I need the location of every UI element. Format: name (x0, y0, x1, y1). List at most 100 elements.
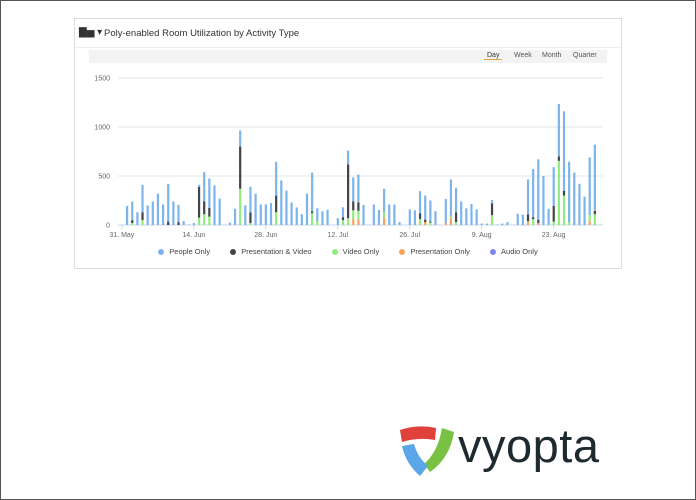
chart-header: ▇▅ ▾ Poly-enabled Room Utilization by Ac… (75, 19, 621, 48)
bar-presentation-only-30-Aug (588, 221, 591, 225)
bar-video-only-16-Jul (357, 210, 360, 220)
bar-presentation-video-9-Jun (167, 221, 170, 225)
bar-people-only-3-Aug (449, 179, 453, 217)
chart-panel: ▇▅ ▾ Poly-enabled Room Utilization by Ac… (74, 18, 622, 269)
bar-presentation-only-15-Jul (352, 219, 355, 225)
bar-people-only-7-Jul (311, 172, 314, 212)
logo-text: vyopta (458, 419, 600, 472)
legend-marker (399, 249, 406, 256)
bar-people-only-19-Aug (532, 169, 535, 218)
bar-people-only-30-Aug (588, 157, 591, 216)
bar-video-only-24-Aug (557, 160, 560, 225)
bar-people-only-8-Jul (316, 208, 319, 222)
range-week-button[interactable]: Week (514, 52, 532, 59)
bar-people-only-30-Jun (275, 161, 278, 196)
bar-people-only-1-Jun (126, 205, 129, 225)
bar-people-only-19-Jun (218, 198, 221, 225)
bar-people-only-10-Jul (326, 209, 329, 225)
bar-people-only-24-Jul (398, 222, 401, 225)
bar-people-only-15-Jul (352, 177, 355, 202)
bar-people-only-9-Jul (321, 211, 324, 225)
bar-people-only-28-Aug (578, 183, 581, 225)
bar-presentation-video-29-Jul (424, 219, 427, 223)
bar-video-only-23-Jun (239, 188, 242, 225)
bar-people-only-20-Jul (377, 209, 381, 225)
bar-people-only-22-Jul (388, 204, 391, 225)
bar-video-only-16-Jun (203, 214, 206, 225)
vyopta-shield-icon (400, 426, 454, 476)
legend-marker (490, 249, 497, 256)
bar-people-only-21-Jul (383, 188, 386, 213)
bar-people-only-9-Jun (167, 183, 170, 222)
bar-video-only-30-Jun (275, 212, 278, 225)
bar-people-only-18-Aug (526, 179, 530, 215)
legend-item-audio-only[interactable]: Audio Only (490, 247, 538, 256)
range-day-button[interactable]: Day (484, 52, 503, 60)
bar-people-only-12-Jul (336, 218, 339, 225)
bar-people-only-17-Jul (362, 204, 365, 225)
bar-people-only-27-Jul (413, 210, 417, 225)
legend-label: Presentation Only (410, 247, 470, 256)
bar-presentation-only-21-Jul (383, 217, 386, 225)
legend-item-presentation-only[interactable]: Presentation Only (399, 247, 470, 256)
legend-item-video-only[interactable]: Video Only (331, 247, 380, 256)
bar-people-only-4-Jun (141, 184, 144, 213)
bar-people-only-4-Aug (454, 187, 458, 213)
bar-people-only-23-Jun (239, 130, 242, 147)
bar-people-only-15-Jun (197, 184, 201, 187)
legend-item-presentation-video[interactable]: Presentation & Video (230, 247, 312, 256)
legend-label: Audio Only (501, 247, 538, 256)
bar-video-only-30-Aug (588, 215, 591, 222)
bar-people-only-2-Jun (131, 201, 134, 221)
range-quarter-button[interactable]: Quarter (573, 52, 597, 59)
bar-people-only-18-Jun (213, 185, 216, 225)
bar-video-only-13-Jul (341, 220, 345, 225)
bar-presentation-video-14-Jul (347, 164, 350, 219)
bar-people-only-16-Jun (203, 172, 206, 202)
legend-label: People Only (169, 247, 211, 256)
bar-video-only-15-Jul (352, 210, 355, 220)
legend-label: Video Only (342, 247, 380, 256)
x-tick-label: 31. May (109, 232, 134, 239)
bar-video-only-19-Aug (532, 219, 535, 225)
bar-presentation-video-20-Aug (537, 219, 540, 224)
bar-people-only-29-Jul (424, 195, 427, 220)
bar-people-only-21-Jun (228, 222, 231, 225)
bar-presentation-only-20-Aug (537, 223, 540, 225)
bar-video-only-4-Jun (141, 220, 144, 225)
legend-item-people-only[interactable]: People Only (158, 247, 210, 256)
x-tick-label: 12. Jul (327, 232, 348, 239)
bar-presentation-video-28-Jul (418, 213, 422, 220)
bar-people-only-8-Jun (161, 204, 165, 225)
x-tick-label: 26. Jul (399, 232, 420, 239)
bar-people-only-1-Jul (280, 180, 283, 225)
bar-people-only-5-Jul (300, 214, 303, 225)
bar-people-only-12-Jun (182, 221, 185, 225)
bar-people-only-10-Aug (485, 223, 488, 225)
bar-presentation-video-24-Aug (557, 156, 560, 161)
bar-people-only-8-Aug (475, 209, 478, 225)
bar-presentation-only-2-Aug (444, 223, 447, 225)
bar-people-only-22-Aug (547, 208, 550, 225)
bar-presentation-video-25-Aug (562, 190, 566, 196)
bar-people-only-7-Aug (470, 203, 473, 225)
y-tick-label: 0 (106, 223, 110, 230)
bar-people-only-25-Jun (249, 186, 252, 213)
bar-presentation-video-30-Jun (275, 195, 278, 213)
bar-presentation-video-7-Jul (311, 211, 314, 214)
bar-video-only-23-Aug (552, 221, 555, 225)
bar-presentation-video-13-Jul (341, 217, 345, 221)
bar-presentation-video-19-Aug (532, 217, 535, 220)
bar-video-only-17-Jun (208, 216, 211, 225)
bar-video-only-7-Jul (311, 213, 314, 225)
bar-chart-icon[interactable]: ▇▅ ▾ (79, 27, 103, 38)
bar-people-only-30-Jul (429, 200, 432, 222)
x-tick-label: 14. Jun (182, 232, 205, 239)
range-month-button[interactable]: Month (542, 52, 562, 59)
bar-people-only-20-Aug (537, 159, 540, 220)
bar-people-only-26-Aug (568, 161, 571, 223)
bar-people-only-27-Jun (259, 204, 262, 225)
bar-people-only-6-Jun (151, 201, 154, 225)
bar-video-only-25-Aug (562, 195, 566, 225)
bar-people-only-11-Jun (177, 204, 180, 223)
